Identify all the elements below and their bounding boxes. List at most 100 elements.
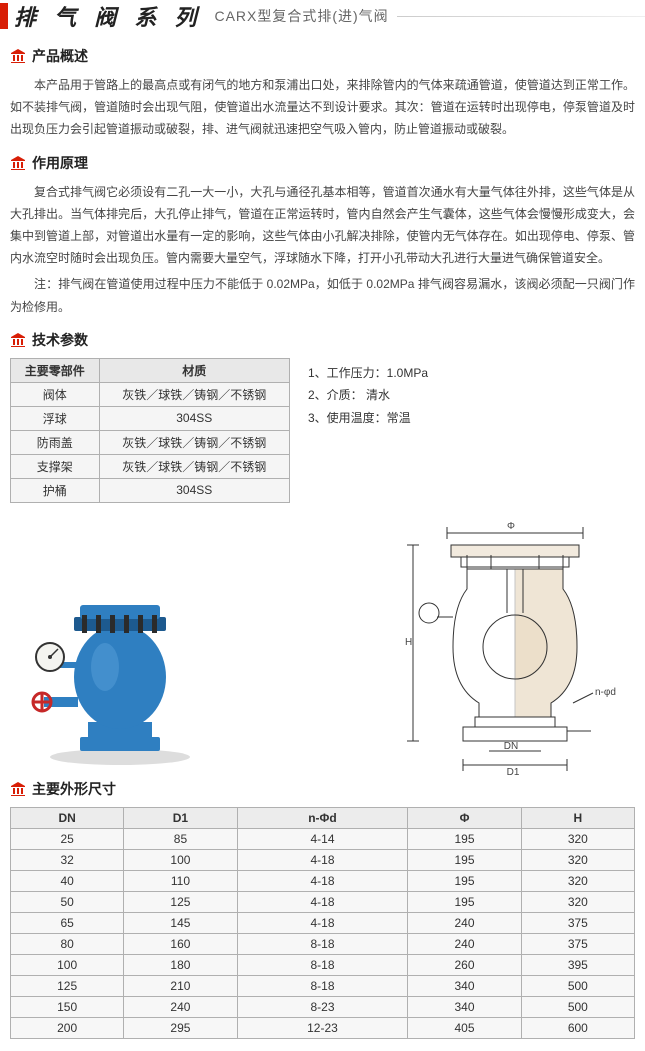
- cell: 200: [11, 1017, 124, 1038]
- col-header: D1: [124, 807, 237, 828]
- dimensions-table: DND1n-ΦdΦH 25854-14195320321004-18195320…: [10, 807, 635, 1039]
- cell: 500: [521, 975, 634, 996]
- cell: 12-23: [237, 1017, 408, 1038]
- cell: 375: [521, 933, 634, 954]
- cell: 80: [11, 933, 124, 954]
- table-row: 651454-18240375: [11, 912, 635, 933]
- table-row: 801608-18240375: [11, 933, 635, 954]
- cell: 210: [124, 975, 237, 996]
- product-photo: [10, 547, 220, 767]
- cell: 50: [11, 891, 124, 912]
- cell: 260: [408, 954, 521, 975]
- table-row: 321004-18195320: [11, 849, 635, 870]
- table-row: 阀体灰铁／球铁／铸钢／不锈钢: [11, 382, 290, 406]
- cell-part: 防雨盖: [11, 430, 100, 454]
- cell: 4-14: [237, 828, 408, 849]
- table-row: 1001808-18260395: [11, 954, 635, 975]
- params-title: 技术参数: [32, 330, 88, 350]
- cell: 320: [521, 828, 634, 849]
- cell: 125: [124, 891, 237, 912]
- cell: 25: [11, 828, 124, 849]
- cell: 4-18: [237, 912, 408, 933]
- table-row: 25854-14195320: [11, 828, 635, 849]
- pavilion-icon: [10, 48, 26, 64]
- overview-paragraph: 本产品用于管路上的最高点或有闭气的地方和泵浦出口处，来排除管内的气体来疏通管道，…: [10, 74, 635, 141]
- cell-material: 304SS: [99, 478, 289, 502]
- conditions-list: 1、工作压力：1.0MPa 2、介质： 清水 3、使用温度：常温: [308, 358, 428, 430]
- cell: 240: [408, 912, 521, 933]
- cell: 240: [124, 996, 237, 1017]
- principle-paragraph-2: 注：排气阀在管道使用过程中压力不能低于 0.02MPa，如低于 0.02MPa …: [10, 273, 635, 317]
- images-row: Φ: [0, 517, 645, 767]
- cell: 65: [11, 912, 124, 933]
- cond-medium: 2、介质： 清水: [308, 384, 428, 407]
- cell-material: 灰铁／球铁／铸钢／不锈钢: [99, 430, 289, 454]
- header-divider: [397, 16, 645, 17]
- cell: 320: [521, 891, 634, 912]
- cell: 40: [11, 870, 124, 891]
- principle-paragraph-1: 复合式排气阀它必须设有二孔一大一小，大孔与通径孔基本相等，管道首次通水有大量气体…: [10, 181, 635, 270]
- cell: 195: [408, 849, 521, 870]
- table-header-row: 主要零部件 材质: [11, 358, 290, 382]
- cell: 295: [124, 1017, 237, 1038]
- cell-part: 阀体: [11, 382, 100, 406]
- table-row: 501254-18195320: [11, 891, 635, 912]
- dimensions-title: 主要外形尺寸: [32, 779, 116, 799]
- cell: 500: [521, 996, 634, 1017]
- cell: 100: [11, 954, 124, 975]
- cell: 320: [521, 849, 634, 870]
- table-row: 20029512-23405600: [11, 1017, 635, 1038]
- cell-material: 灰铁／球铁／铸钢／不锈钢: [99, 382, 289, 406]
- cell: 8-18: [237, 975, 408, 996]
- cell-material: 304SS: [99, 406, 289, 430]
- pavilion-icon: [10, 155, 26, 171]
- section-principle: 作用原理 复合式排气阀它必须设有二孔一大一小，大孔与通径孔基本相等，管道首次通水…: [0, 153, 645, 318]
- col-header: n-Φd: [237, 807, 408, 828]
- cell: 150: [11, 996, 124, 1017]
- label-dn: DN: [504, 741, 518, 752]
- table-header-row: DND1n-ΦdΦH: [11, 807, 635, 828]
- cell: 8-18: [237, 933, 408, 954]
- table-row: 浮球304SS: [11, 406, 290, 430]
- label-phi: Φ: [507, 521, 515, 532]
- cell: 340: [408, 975, 521, 996]
- table-row: 支撑架灰铁／球铁／铸钢／不锈钢: [11, 454, 290, 478]
- cell: 32: [11, 849, 124, 870]
- pavilion-icon: [10, 781, 26, 797]
- label-nphid: n-φd: [595, 687, 616, 698]
- dimension-diagram: Φ: [395, 517, 635, 767]
- cell: 195: [408, 870, 521, 891]
- cell: 110: [124, 870, 237, 891]
- cell: 8-18: [237, 954, 408, 975]
- cond-pressure: 1、工作压力：1.0MPa: [308, 362, 428, 385]
- section-overview: 产品概述 本产品用于管路上的最高点或有闭气的地方和泵浦出口处，来排除管内的气体来…: [0, 46, 645, 141]
- model-subtitle: CARX型复合式排(进)气阀: [214, 6, 388, 26]
- cell: 4-18: [237, 849, 408, 870]
- section-params: 技术参数 主要零部件 材质 阀体灰铁／球铁／铸钢／不锈钢浮球304SS防雨盖灰铁…: [0, 330, 645, 503]
- cell: 85: [124, 828, 237, 849]
- page-header: 排 气 阀 系 列 CARX型复合式排(进)气阀: [0, 0, 645, 32]
- col-header: DN: [11, 807, 124, 828]
- principle-title: 作用原理: [32, 153, 88, 173]
- cell: 600: [521, 1017, 634, 1038]
- table-row: 1252108-18340500: [11, 975, 635, 996]
- cell: 195: [408, 828, 521, 849]
- table-row: 1502408-23340500: [11, 996, 635, 1017]
- cell: 180: [124, 954, 237, 975]
- table-row: 护桶304SS: [11, 478, 290, 502]
- label-d1: D1: [507, 767, 520, 777]
- cell: 8-23: [237, 996, 408, 1017]
- section-dimensions: 主要外形尺寸 DND1n-ΦdΦH 25854-14195320321004-1…: [0, 779, 645, 1039]
- table-row: 401104-18195320: [11, 870, 635, 891]
- cell: 405: [408, 1017, 521, 1038]
- cell: 4-18: [237, 870, 408, 891]
- cell: 320: [521, 870, 634, 891]
- red-accent-bar: [0, 3, 8, 29]
- label-h: H: [405, 637, 412, 648]
- cell: 4-18: [237, 891, 408, 912]
- series-title: 排 气 阀 系 列: [14, 0, 202, 32]
- cell: 100: [124, 849, 237, 870]
- cell: 340: [408, 996, 521, 1017]
- col-header: H: [521, 807, 634, 828]
- cond-temp: 3、使用温度：常温: [308, 407, 428, 430]
